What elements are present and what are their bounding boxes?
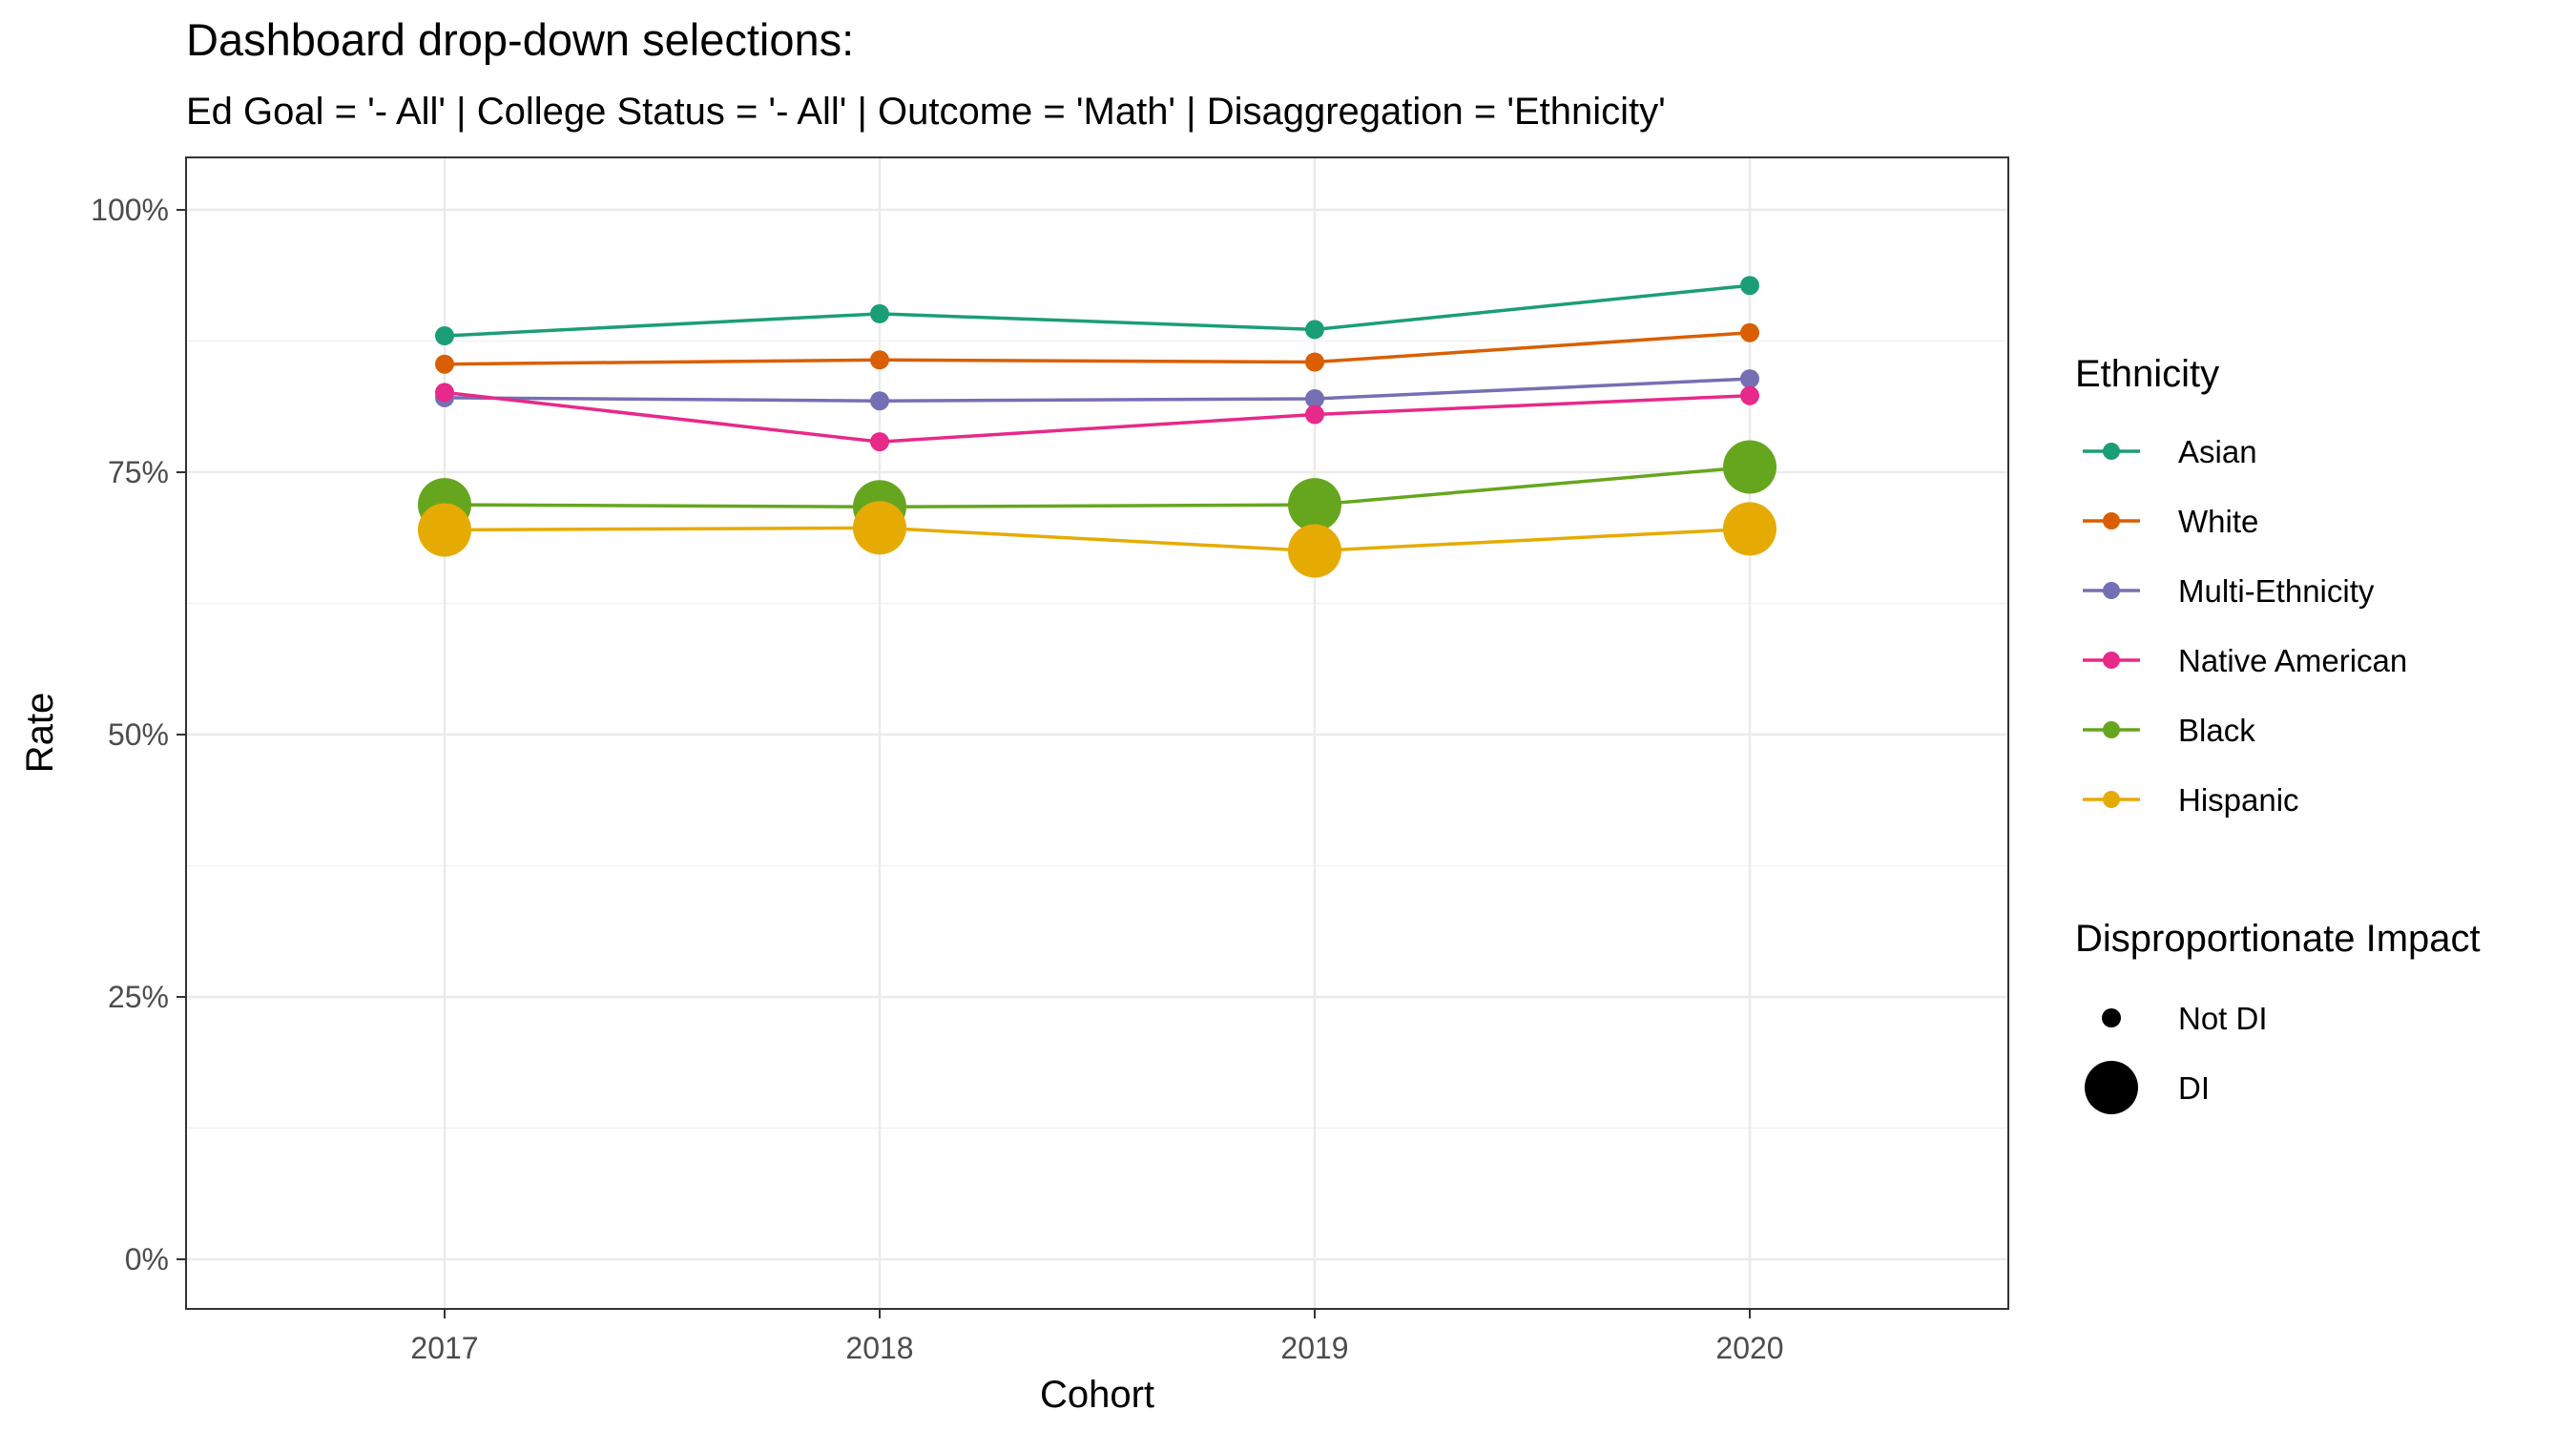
x-tick-label: 2017	[410, 1331, 478, 1365]
data-point-di	[418, 503, 471, 557]
legend-key-point	[2103, 582, 2120, 599]
x-axis-title: Cohort	[1040, 1374, 1154, 1416]
series-line	[444, 465, 1751, 509]
series-points	[418, 276, 1776, 578]
series-line	[444, 377, 1751, 403]
series-line	[444, 390, 1751, 444]
grid-major	[186, 157, 2008, 1309]
data-point	[1305, 389, 1324, 408]
data-point	[870, 303, 889, 323]
y-axis-title: Rate	[19, 693, 61, 774]
series-lines	[444, 283, 1751, 553]
legend: Ethnicity Asian White Multi-Ethnicity Nativ…	[2075, 353, 2481, 1114]
legend-size-label: Not DI	[2178, 1001, 2268, 1036]
y-tick-label: 50%	[108, 717, 169, 752]
legend-size-label: DI	[2178, 1070, 2210, 1106]
data-point	[870, 350, 889, 370]
chart-title: Dashboard drop-down selections:	[186, 14, 854, 65]
data-point	[1740, 369, 1759, 389]
legend-label: Multi-Ethnicity	[2178, 573, 2375, 609]
legend-label: White	[2178, 504, 2258, 539]
series-line	[444, 526, 1751, 553]
legend-size-title: Disproportionate Impact	[2075, 918, 2481, 960]
data-point	[870, 432, 889, 452]
legend-color-entries: Asian White Multi-Ethnicity Native American…	[2083, 434, 2407, 818]
legend-label: Asian	[2178, 434, 2257, 469]
plot-border	[185, 156, 2009, 1310]
data-point	[435, 354, 454, 374]
legend-color-title: Ethnicity	[2075, 353, 2219, 395]
legend-size-key-di	[2085, 1061, 2138, 1114]
x-tick-label: 2018	[845, 1331, 913, 1365]
legend-label: Hispanic	[2178, 782, 2299, 818]
data-point-di	[1723, 502, 1776, 556]
data-point-di	[1288, 524, 1341, 578]
plot-background	[186, 157, 2008, 1309]
data-point-di	[853, 501, 906, 555]
data-point	[435, 326, 454, 345]
legend-key-point	[2103, 791, 2120, 808]
legend-label: Black	[2178, 713, 2255, 748]
y-tick-label: 100%	[91, 193, 169, 227]
data-point	[435, 383, 454, 403]
legend-label: Native American	[2178, 643, 2407, 678]
y-tick-label: 25%	[108, 980, 169, 1014]
series-line	[444, 283, 1751, 338]
data-point-di	[1723, 440, 1776, 494]
legend-key-point	[2103, 652, 2120, 669]
data-point	[1740, 385, 1759, 405]
data-point	[1740, 276, 1759, 296]
data-point	[1305, 320, 1324, 340]
legend-size-key	[2102, 1008, 2121, 1027]
series-line	[444, 330, 1751, 366]
legend-size-entries: Not DI DI	[2085, 1001, 2268, 1114]
x-tick-label: 2020	[1715, 1331, 1783, 1365]
data-point	[1305, 352, 1324, 372]
chart-subtitle: Ed Goal = '- All' | College Status = '- …	[186, 91, 1666, 133]
plot-area	[185, 156, 2009, 1310]
legend-key-point	[2103, 721, 2120, 738]
legend-key-point	[2103, 443, 2120, 460]
y-tick-label: 75%	[108, 455, 169, 489]
data-point	[1305, 404, 1324, 425]
data-point	[870, 391, 889, 411]
y-axis: 0% 25% 50% 75% 100%	[91, 193, 186, 1276]
x-tick-label: 2019	[1280, 1331, 1348, 1365]
x-axis: 2017 2018 2019 2020	[410, 1309, 1784, 1365]
legend-key-point	[2103, 512, 2120, 529]
data-point-di	[1288, 478, 1341, 532]
y-tick-label: 0%	[125, 1242, 169, 1276]
grid-minor	[186, 340, 2008, 1130]
data-point	[1740, 322, 1759, 342]
